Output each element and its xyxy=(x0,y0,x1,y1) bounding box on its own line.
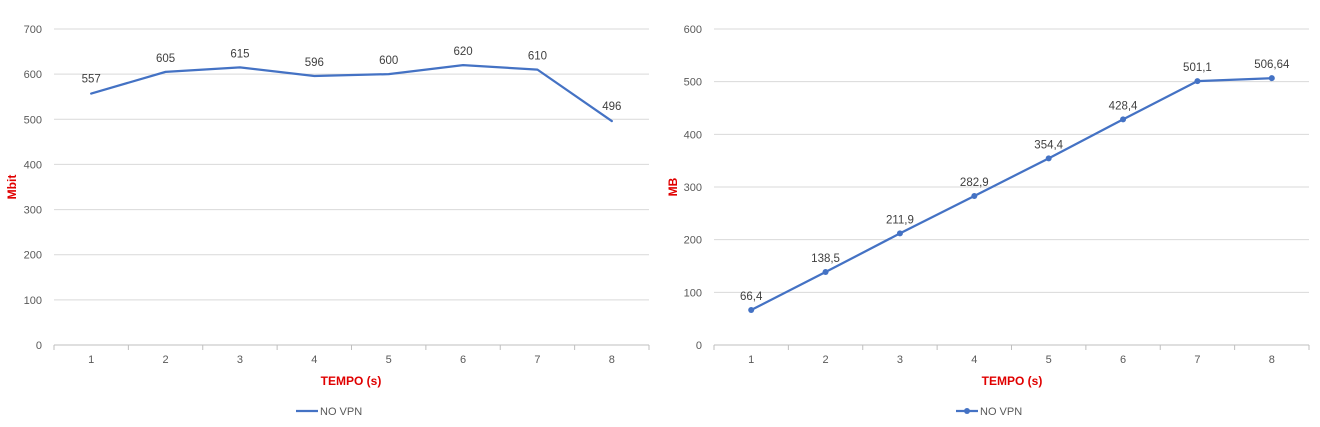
x-tick-label: 7 xyxy=(534,354,540,366)
data-label: 354,4 xyxy=(1034,139,1063,151)
x-axis-title: TEMPO (s) xyxy=(321,374,382,388)
data-label: 496 xyxy=(602,101,621,113)
data-label: 610 xyxy=(528,51,547,63)
x-tick-label: 2 xyxy=(163,354,169,366)
y-tick-label: 500 xyxy=(684,77,702,89)
data-label: 615 xyxy=(230,48,249,60)
y-tick-label: 200 xyxy=(684,235,702,247)
data-label: 428,4 xyxy=(1109,100,1138,112)
y-tick-label: 500 xyxy=(24,114,42,126)
data-label: 596 xyxy=(305,57,324,69)
x-tick-label: 7 xyxy=(1194,354,1200,366)
x-tick-label: 6 xyxy=(1120,354,1126,366)
x-tick-label: 2 xyxy=(823,354,829,366)
data-point xyxy=(896,230,903,237)
y-axis-title: Mbit xyxy=(5,175,19,200)
data-label: 600 xyxy=(379,55,398,67)
x-tick-label: 1 xyxy=(748,354,754,366)
y-tick-label: 0 xyxy=(696,340,702,352)
x-tick-label: 5 xyxy=(386,354,392,366)
y-tick-label: 100 xyxy=(24,295,42,307)
data-label: 620 xyxy=(453,46,472,58)
y-tick-label: 300 xyxy=(684,182,702,194)
data-point xyxy=(1194,78,1201,85)
y-tick-label: 200 xyxy=(24,250,42,262)
x-tick-label: 5 xyxy=(1046,354,1052,366)
legend-label: NO VPN xyxy=(980,406,1022,418)
legend: NO VPN xyxy=(956,406,1022,418)
y-tick-label: 700 xyxy=(24,24,42,36)
x-axis-title: TEMPO (s) xyxy=(982,374,1043,388)
data-label: 605 xyxy=(156,53,175,65)
data-point xyxy=(1120,116,1127,123)
x-tick-label: 8 xyxy=(609,354,615,366)
x-tick-label: 3 xyxy=(897,354,903,366)
data-label: 66,4 xyxy=(740,291,763,303)
y-tick-label: 300 xyxy=(24,205,42,217)
x-tick-label: 4 xyxy=(971,354,977,366)
x-tick-label: 3 xyxy=(237,354,243,366)
legend-label: NO VPN xyxy=(320,406,362,418)
data-point xyxy=(1045,155,1052,162)
y-tick-label: 400 xyxy=(684,129,702,141)
transferred-data-chart: 0 100 200 300 400 500 600 1 2 3 4 5 6 7 8 66,4 138,5 21… xyxy=(666,24,1310,418)
data-label: 501,1 xyxy=(1183,62,1212,74)
y-tick-label: 600 xyxy=(24,69,42,81)
y-axis-title: MB xyxy=(666,177,680,196)
data-label: 506,64 xyxy=(1254,59,1290,71)
data-point xyxy=(971,193,978,200)
data-point xyxy=(748,307,755,314)
y-tick-label: 600 xyxy=(684,24,702,36)
series-line xyxy=(90,63,613,123)
data-label: 557 xyxy=(82,74,101,86)
x-tick-label: 4 xyxy=(311,354,317,366)
series-line xyxy=(750,77,1273,312)
throughput-chart: 0 100 200 300 400 500 600 700 1 2 3 4 5 6 7 8 557 605 61… xyxy=(5,24,650,418)
data-label: 282,9 xyxy=(960,177,989,189)
y-tick-label: 100 xyxy=(684,287,702,299)
data-point xyxy=(1268,75,1275,82)
x-tick-label: 6 xyxy=(460,354,466,366)
legend-marker xyxy=(964,408,970,414)
y-tick-label: 400 xyxy=(24,159,42,171)
data-point xyxy=(822,269,829,276)
y-tick-label: 0 xyxy=(36,340,42,352)
x-tick-label: 8 xyxy=(1269,354,1275,366)
x-tick-label: 1 xyxy=(88,354,94,366)
legend: NO VPN xyxy=(296,406,362,418)
data-label: 138,5 xyxy=(811,253,840,265)
data-label: 211,9 xyxy=(886,214,914,226)
